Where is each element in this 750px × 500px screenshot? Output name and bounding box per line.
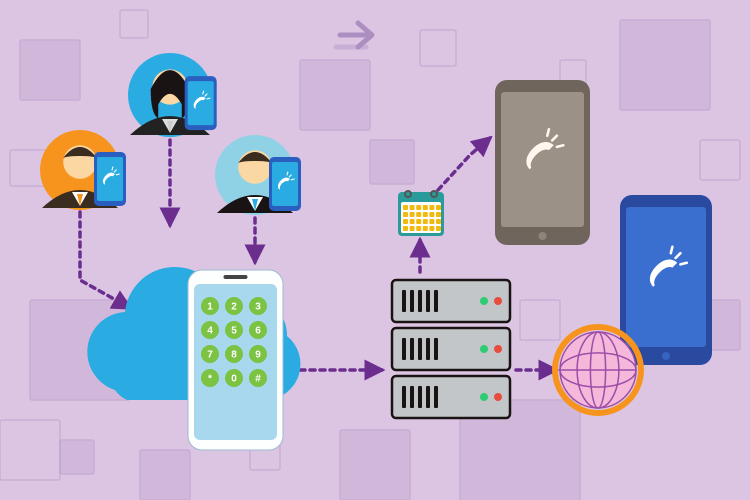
keypad-label: 0: [231, 374, 237, 385]
keypad-label: 9: [255, 350, 261, 361]
keypad-label: 3: [255, 302, 261, 313]
keypad-label: 7: [207, 350, 213, 361]
led-red-icon: [494, 345, 502, 353]
calendar-icon: [398, 191, 444, 236]
keypad-label: 5: [231, 326, 237, 337]
led-green-icon: [480, 393, 488, 401]
voip-flow-diagram: 1 2 3 4 5 6 7 8 9 * 0 #: [0, 0, 750, 500]
keypad-label: 2: [231, 302, 237, 313]
server-stack-icon: [392, 280, 510, 418]
keypad-label: 8: [231, 350, 237, 361]
keypad-label: 4: [207, 326, 213, 337]
phone-right-icon: [620, 195, 712, 365]
server-unit: [392, 280, 510, 322]
keypad-label: *: [208, 374, 212, 385]
globe-icon: [555, 327, 641, 413]
server-unit: [392, 328, 510, 370]
mini-phone-icon: [185, 76, 217, 130]
led-green-icon: [480, 297, 488, 305]
keypad-label: 6: [255, 326, 261, 337]
mini-phone-icon: [94, 152, 126, 206]
keypad-label: #: [255, 374, 261, 385]
mini-phone-icon: [269, 157, 301, 211]
server-unit: [392, 376, 510, 418]
led-red-icon: [494, 393, 502, 401]
phone-top-icon: [495, 80, 590, 245]
led-green-icon: [480, 345, 488, 353]
keypad-label: 1: [207, 302, 213, 313]
led-red-icon: [494, 297, 502, 305]
